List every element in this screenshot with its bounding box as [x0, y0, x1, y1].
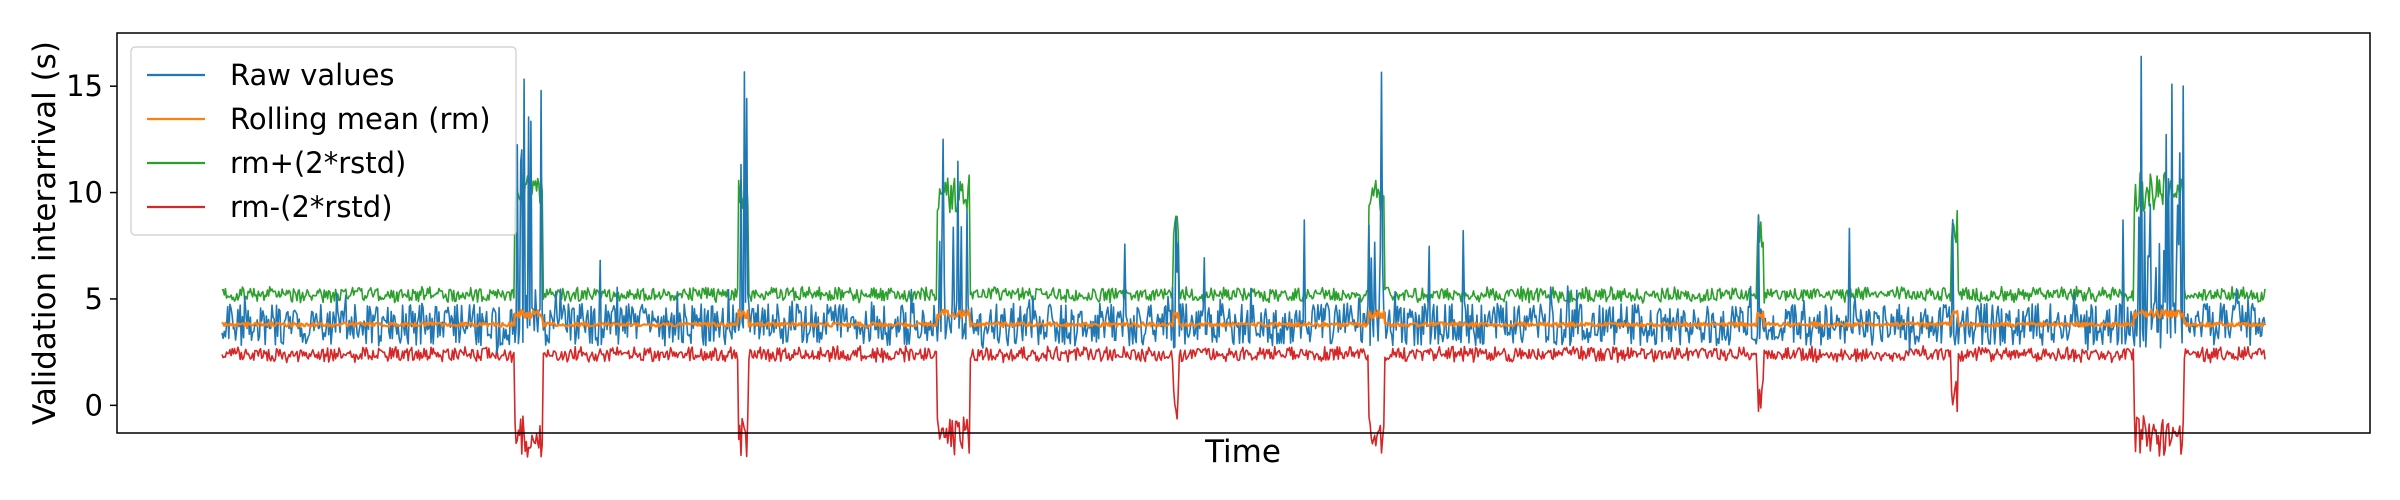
legend-label: Raw values [230, 58, 395, 92]
series-line-4 [221, 345, 2266, 458]
legend-label: Rolling mean (rm) [230, 102, 491, 136]
legend-box [130, 46, 517, 236]
y-tick-label: 5 [85, 282, 103, 316]
series-layer [221, 55, 2266, 458]
y-axis: 0 5 10 15 [66, 69, 117, 422]
legend-label: rm+(2*rstd) [230, 146, 406, 180]
series-line-3 [221, 171, 2266, 304]
legend-label: rm-(2*rstd) [230, 190, 393, 224]
series-line-2 [221, 308, 2266, 328]
y-axis-label: Validation interarrival (s) [27, 41, 63, 425]
series-line-1 [221, 55, 2266, 354]
y-tick-label: 0 [85, 388, 103, 422]
y-tick-label: 15 [66, 69, 103, 103]
y-tick-label: 10 [66, 176, 103, 210]
x-axis-label: Time [1204, 434, 1281, 470]
plot-frame [116, 32, 2371, 434]
legend: Raw values Rolling mean (rm) rm+(2*rstd) rm… [130, 46, 517, 236]
